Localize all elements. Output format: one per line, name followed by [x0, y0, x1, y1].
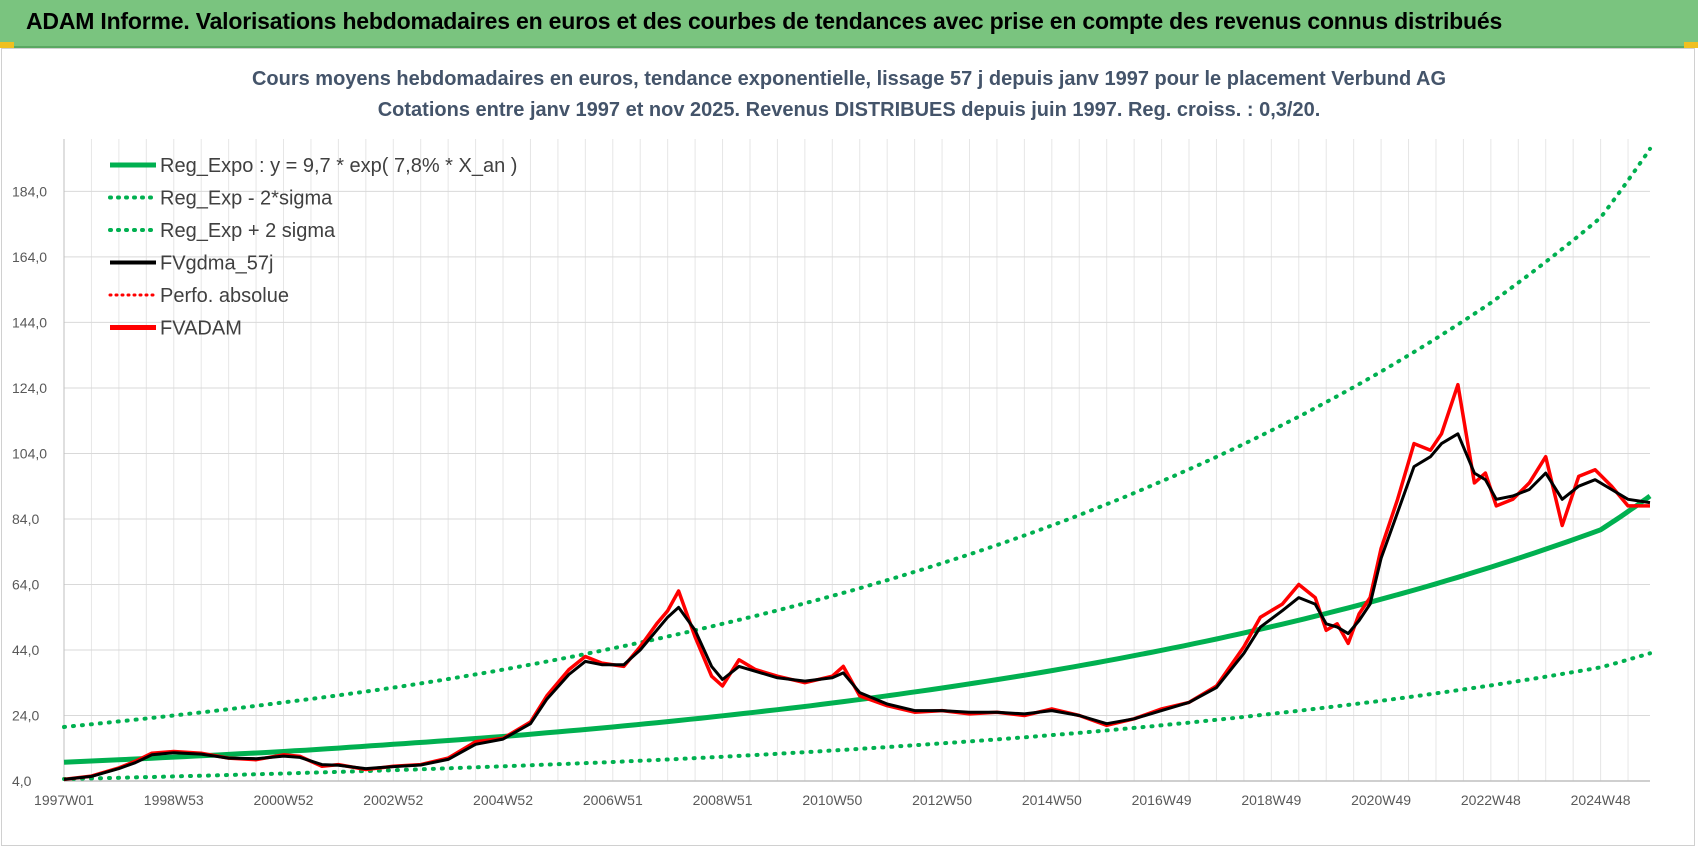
- y-tick-label: 4,0: [12, 773, 32, 789]
- chart-title-line-1: Cours moyens hebdomadaires en euros, ten…: [252, 68, 1446, 90]
- legend-label: FVADAM: [160, 318, 242, 340]
- series-reg-expo: [63, 493, 1652, 765]
- legend-label: Reg_Exp - 2*sigma: [160, 188, 333, 210]
- x-tick-label: 2012W50: [912, 792, 972, 808]
- x-tick-label: 2018W49: [1241, 792, 1301, 808]
- chart-area: Cours moyens hebdomadaires en euros, ten…: [1, 48, 1695, 846]
- y-tick-label: 184,0: [12, 183, 47, 199]
- x-tick-label: 2024W48: [1571, 792, 1631, 808]
- x-tick-label: 2004W52: [473, 792, 533, 808]
- y-tick-label: 104,0: [12, 445, 47, 461]
- gridlines: [64, 139, 1650, 782]
- legend-label: Reg_Exp + 2 sigma: [160, 220, 336, 242]
- x-tick-label: 2016W49: [1132, 792, 1192, 808]
- chart-title-line-2: Cotations entre janv 1997 et nov 2025. R…: [378, 99, 1321, 121]
- x-tick-label: 2010W50: [802, 792, 862, 808]
- x-tick-label: 2006W51: [583, 792, 643, 808]
- y-tick-label: 24,0: [12, 707, 39, 723]
- legend-label: FVgdma_57j: [160, 253, 273, 275]
- series-group: [62, 146, 1652, 782]
- x-tick-label: 2020W49: [1351, 792, 1411, 808]
- x-tick-label: 2022W48: [1461, 792, 1521, 808]
- y-tick-label: 124,0: [12, 380, 47, 396]
- series-reg-exp-2-sigma: [62, 146, 1652, 729]
- corner-marker-left: [0, 42, 14, 48]
- corner-marker-right: [1684, 42, 1698, 48]
- x-tick-label: 2014W50: [1022, 792, 1082, 808]
- y-tick-label: 144,0: [12, 314, 47, 330]
- legend-label: Perfo. absolue: [160, 285, 289, 307]
- x-tick-label: 1998W53: [144, 792, 204, 808]
- series-fvgdma-57j: [63, 432, 1651, 781]
- legend: Reg_Expo : y = 9,7 * exp( 7,8% * X_an ) R…: [108, 155, 517, 340]
- series-fvadam: [63, 382, 1650, 782]
- y-tick-label: 84,0: [12, 511, 39, 527]
- x-tick-label: 1997W01: [34, 792, 94, 808]
- x-tick-label: 2008W51: [693, 792, 753, 808]
- y-tick-label: 64,0: [12, 576, 39, 592]
- line-chart: Cours moyens hebdomadaires en euros, ten…: [12, 68, 1652, 808]
- x-tick-label: 2000W52: [254, 792, 314, 808]
- banner-title: ADAM Informe. Valorisations hebdomadaire…: [26, 8, 1503, 34]
- header-banner: ADAM Informe. Valorisations hebdomadaire…: [0, 0, 1698, 48]
- x-tick-label: 2002W52: [363, 792, 423, 808]
- tick-labels: 4,0 24,0 44,0 64,0 84,0 104,0 124,0 144,0 164,0 1…: [12, 183, 1631, 808]
- y-tick-label: 164,0: [12, 249, 47, 265]
- legend-label: Reg_Expo : y = 9,7 * exp( 7,8% * X_an ): [160, 155, 517, 177]
- y-tick-label: 44,0: [12, 642, 39, 658]
- axes: [63, 139, 1650, 782]
- series-reg-exp-2-sigma: [62, 651, 1652, 781]
